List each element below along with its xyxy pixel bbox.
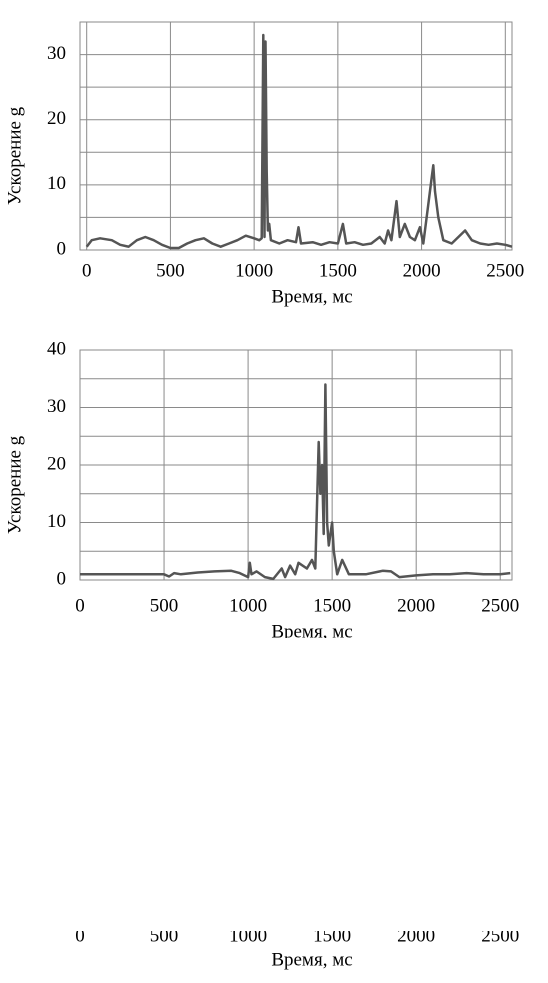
x-tick-label: 2000 xyxy=(397,595,435,616)
y-tick-label: 0 xyxy=(57,238,67,259)
y-axis-label: Ускорение g xyxy=(4,435,25,534)
y-tick-label: 10 xyxy=(47,511,66,532)
plot-border xyxy=(79,21,513,251)
x-axis-label: Время, мс xyxy=(271,949,352,970)
data-line xyxy=(80,383,511,581)
plot-border xyxy=(79,349,513,581)
x-tick-label: 2500 xyxy=(486,260,524,281)
x-axis-label: Время, мс xyxy=(271,621,352,642)
data-line xyxy=(85,33,513,250)
cropped-area xyxy=(0,638,548,931)
x-axis-label: Время, мс xyxy=(271,286,352,307)
x-tick-label: 0 xyxy=(75,925,85,946)
x-tick-label: 2500 xyxy=(481,595,519,616)
x-tick-label: 2000 xyxy=(403,260,441,281)
y-axis-label: Ускорение g xyxy=(4,106,25,205)
y-tick-label: 20 xyxy=(47,453,66,474)
y-tick-label: 10 xyxy=(47,173,66,194)
x-tick-label: 500 xyxy=(156,260,185,281)
x-tick-label: 1500 xyxy=(319,260,357,281)
x-tick-label: 1000 xyxy=(229,595,267,616)
x-tick-label: 0 xyxy=(82,260,92,281)
x-tick-label: 1500 xyxy=(313,595,351,616)
y-tick-label: 30 xyxy=(47,396,66,417)
y-tick-label: 40 xyxy=(47,338,66,359)
y-tick-label: 30 xyxy=(47,43,66,64)
x-tick-label: 0 xyxy=(75,595,85,616)
y-tick-label: 0 xyxy=(57,568,67,589)
x-tick-label: 1000 xyxy=(235,260,273,281)
x-tick-label: 500 xyxy=(150,595,179,616)
y-tick-label: 20 xyxy=(47,108,66,129)
